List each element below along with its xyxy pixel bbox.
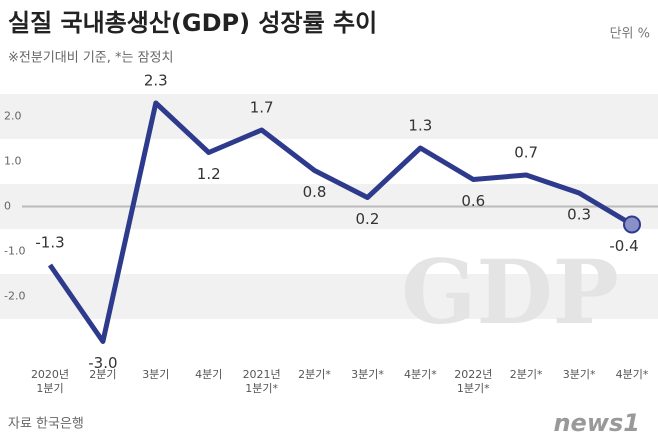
subtitle: ※전분기대비 기준, *는 잠정치 bbox=[8, 51, 173, 66]
x-tick-label: 4분기 bbox=[195, 368, 223, 381]
x-tick-label: 4분기* bbox=[403, 368, 437, 381]
end-marker bbox=[623, 215, 641, 234]
y-tick-label: -2.0 bbox=[4, 290, 25, 303]
x-tick-label: 2분기 bbox=[89, 368, 117, 381]
x-tick-label: 2분기* bbox=[509, 368, 543, 381]
x-tick-label: 2022년 1분기* bbox=[454, 368, 493, 395]
x-tick-label: 3분기 bbox=[142, 368, 170, 381]
source: 자료 한국은행 bbox=[8, 416, 84, 432]
data-label: 0.6 bbox=[461, 192, 485, 210]
data-label: 1.7 bbox=[250, 99, 274, 117]
y-tick-label: 2.0 bbox=[4, 110, 22, 123]
x-tick-label: 2021년 1분기* bbox=[242, 368, 281, 395]
grid-band bbox=[0, 94, 658, 139]
data-label: 1.2 bbox=[197, 165, 221, 183]
x-tick-label: 3분기* bbox=[351, 368, 384, 381]
data-label: -3.0 bbox=[88, 354, 117, 372]
data-label: 0.7 bbox=[514, 144, 538, 162]
logo: news1 bbox=[553, 409, 640, 437]
x-tick-label: 2020년 1분기 bbox=[30, 368, 70, 395]
y-tick-label: -1.0 bbox=[4, 245, 25, 258]
watermark: GDP bbox=[401, 240, 619, 344]
x-tick-label: 3분기* bbox=[562, 368, 596, 381]
x-tick-label: 4분기* bbox=[615, 368, 649, 381]
chart-title: 실질 국내총생산(GDP) 성장률 추이 bbox=[8, 9, 377, 37]
x-tick-label: 2분기* bbox=[298, 368, 331, 381]
data-label: 0.3 bbox=[567, 206, 591, 224]
data-label: 0.2 bbox=[356, 210, 380, 228]
data-label: 2.3 bbox=[144, 72, 168, 90]
line bbox=[47, 100, 634, 344]
unit: 단위 % bbox=[610, 27, 650, 42]
data-label: 0.8 bbox=[303, 183, 327, 201]
data-label: 1.3 bbox=[408, 117, 432, 135]
data-label: -0.4 bbox=[609, 237, 638, 255]
y-tick-label: 0 bbox=[4, 200, 11, 213]
y-tick-label: 1.0 bbox=[4, 155, 22, 168]
data-label: -1.3 bbox=[35, 234, 64, 252]
